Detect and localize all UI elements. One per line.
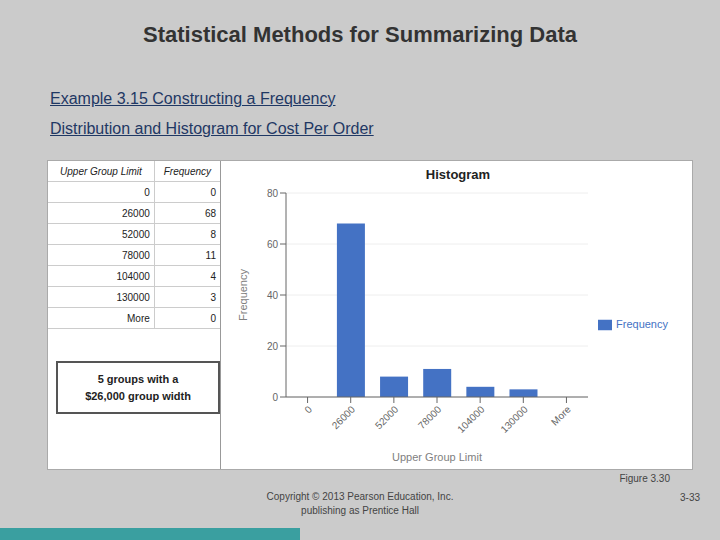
html-text:26000: 26000 — [122, 207, 150, 219]
svg-text:Frequency: Frequency — [237, 269, 249, 321]
html-text:Frequency: Frequency — [616, 318, 668, 330]
html-text:Frequency: Frequency — [163, 165, 211, 177]
html-text:8: 8 — [210, 228, 216, 240]
html-text:Upper Group Limit: Upper Group Limit — [60, 165, 142, 177]
html-text:68: 68 — [204, 207, 216, 219]
svg-text:0: 0 — [302, 403, 314, 415]
html-text:52000: 52000 — [122, 228, 150, 240]
svg-text:Upper Group Limit: Upper Group Limit — [392, 451, 482, 463]
html-text:0: 0 — [210, 312, 216, 324]
html-text:130000: 130000 — [116, 291, 150, 303]
html-text:0: 0 — [210, 186, 216, 198]
svg-text:26000: 26000 — [330, 403, 358, 431]
html-text:11: 11 — [205, 249, 216, 261]
html-text:3: 3 — [210, 291, 216, 303]
svg-text:0: 0 — [272, 392, 278, 403]
html-text:3-33: 3-33 — [680, 492, 700, 503]
html-text:104000: 104000 — [116, 270, 150, 282]
html-text:4: 4 — [210, 270, 216, 282]
html-text:Example 3.15 Constructing a Fr: Example 3.15 Constructing a Frequency — [50, 90, 336, 107]
html-text:Histogram: Histogram — [425, 167, 491, 182]
html-text:Statistical Methods for Summar: Statistical Methods for Summarizing Data — [143, 22, 577, 47]
html-text:More: More — [127, 312, 150, 324]
svg-text:More: More — [549, 403, 573, 427]
svg-text:20: 20 — [267, 341, 279, 352]
html-text:78000: 78000 — [122, 249, 150, 261]
svg-text:60: 60 — [267, 239, 279, 250]
html-text:5 groups with a $26,000 group: 5 groups with a $26,000 group width — [85, 373, 191, 402]
html-text:Distribution and Histogram for: Distribution and Histogram for Cost Per … — [50, 120, 374, 137]
html-text:Figure 3.30: Figure 3.30 — [619, 473, 670, 484]
svg-text:104000: 104000 — [455, 403, 487, 435]
svg-text:130000: 130000 — [498, 403, 530, 435]
svg-text:52000: 52000 — [373, 403, 401, 431]
svg-text:40: 40 — [267, 290, 279, 301]
svg-text:80: 80 — [267, 188, 279, 199]
html-text:0: 0 — [144, 186, 150, 198]
html-text:Copyright © 2013 Pearson Educa: Copyright © 2013 Pearson Education, Inc.… — [266, 491, 454, 516]
svg-text:78000: 78000 — [416, 403, 444, 431]
